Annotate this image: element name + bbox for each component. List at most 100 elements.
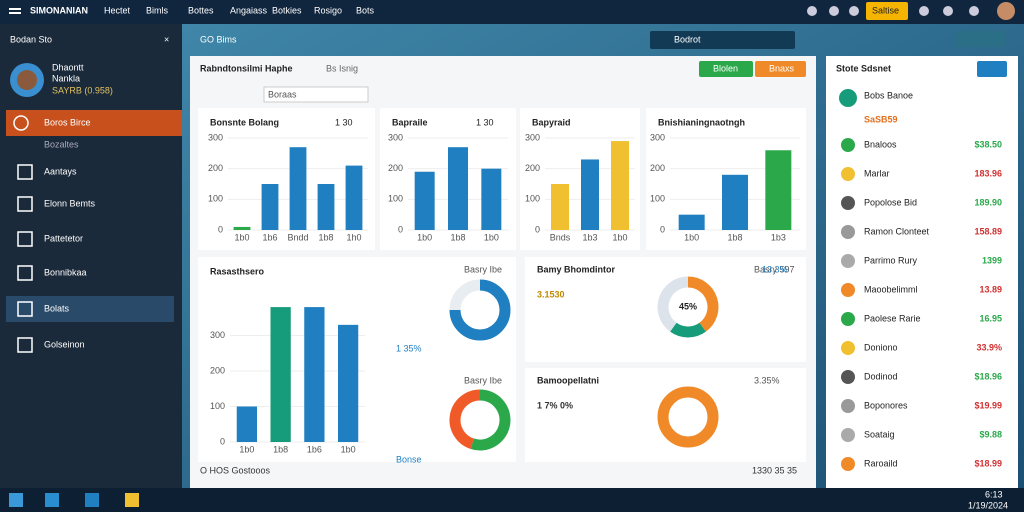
chart-title: Bonsnte Bolang: [210, 117, 279, 127]
x-tick-label: 1b8: [450, 232, 465, 242]
menu-item[interactable]: Bots: [356, 5, 375, 15]
sidebar-title: Bodan Sto: [10, 34, 52, 44]
row-name[interactable]: Marlar: [864, 168, 890, 178]
bar: [481, 168, 502, 230]
row-name[interactable]: Parrimo Rury: [864, 255, 918, 265]
row-icon: [841, 283, 855, 297]
row-name[interactable]: Soataig: [864, 429, 895, 439]
row-value: 183.96: [974, 168, 1002, 178]
row-name[interactable]: Raroaild: [864, 458, 898, 468]
avatar: [997, 2, 1015, 20]
row-name[interactable]: Paolese Rarie: [864, 313, 921, 323]
bar: [345, 165, 363, 230]
brand: SIMONANIAN: [30, 5, 88, 15]
top-icon: [849, 6, 859, 16]
row-value: $9.88: [979, 429, 1002, 439]
row-name[interactable]: Maoobelimml: [864, 284, 918, 294]
row-name[interactable]: Doniono: [864, 342, 898, 352]
row-name[interactable]: Popolose Bid: [864, 197, 917, 207]
row-value: 16.95: [979, 313, 1002, 323]
x-tick-label: 1b0: [612, 232, 627, 242]
top-button: [866, 2, 908, 20]
bar: [448, 147, 468, 230]
donut-title: Basry Ibe: [464, 375, 502, 385]
btn-label[interactable]: Bnaxs: [769, 63, 795, 73]
y-tick-label: 100: [208, 194, 223, 204]
btn-orange: [755, 61, 806, 77]
bar: [233, 226, 251, 230]
y-tick-label: 300: [650, 132, 665, 142]
x-tick-label: 1b8: [273, 444, 288, 454]
nav-icon: [17, 301, 33, 317]
y-tick-label: 300: [388, 132, 403, 142]
y-tick-label: 0: [398, 224, 403, 234]
row-icon: [841, 196, 855, 210]
x-tick-label: 1b3: [582, 232, 597, 242]
bar: [551, 184, 569, 230]
header-pill: [955, 31, 1005, 47]
active-item: [6, 110, 182, 136]
row-icon: [841, 167, 855, 181]
bar: [338, 324, 359, 442]
profile-face: [17, 70, 37, 90]
btn-label[interactable]: Blolen: [713, 63, 738, 73]
nav-item[interactable]: Bolats: [44, 303, 70, 313]
profile-id: SAYRB (0.958): [52, 85, 113, 95]
bar: [722, 174, 748, 230]
card-title: Rabndtonsilmi Haphe: [200, 63, 293, 73]
top-button-label[interactable]: Saltise: [872, 5, 899, 15]
menu-item[interactable]: Angaiass: [230, 5, 268, 15]
right-panel: [826, 56, 1018, 488]
task-icon: [45, 493, 59, 507]
row-name[interactable]: Dodinod: [864, 371, 898, 381]
y-tick-label: 100: [650, 194, 665, 204]
donut-big: 1 7% 0%: [537, 400, 573, 410]
close-icon: ×: [164, 34, 169, 44]
top-icon: [919, 6, 929, 16]
row-name[interactable]: Bnaloos: [864, 139, 897, 149]
row-value: 13.89: [979, 284, 1002, 294]
toolbar-box: [263, 86, 369, 103]
taskbar: [0, 488, 1024, 512]
menu-item[interactable]: Hectet: [104, 5, 131, 15]
chart-note: 1 30: [476, 117, 494, 127]
active-label[interactable]: Boros Birce: [44, 117, 91, 127]
row-value: 158.89: [974, 226, 1002, 236]
bar: [414, 171, 435, 230]
row-name[interactable]: Ramon Clonteet: [864, 226, 930, 236]
nav-item[interactable]: Aantays: [44, 166, 77, 176]
donut-segment: [449, 279, 481, 311]
footer: O HOS Gostooos: [200, 465, 271, 475]
donut-segment: [657, 276, 689, 332]
nav-item[interactable]: Golseinon: [44, 339, 85, 349]
nav-item[interactable]: Bonnibkaa: [44, 267, 87, 277]
chart-title: Bnishianingnaotngh: [658, 117, 745, 127]
menu-item[interactable]: Bimls: [146, 5, 168, 15]
x-tick-label: 1b0: [417, 232, 432, 242]
x-tick-label: Bndd: [287, 232, 308, 242]
y-tick-label: 200: [525, 163, 540, 173]
bar: [236, 406, 257, 442]
task-icon: [9, 493, 23, 507]
donut-legend: 13.3%: [762, 264, 788, 274]
menu-item[interactable]: Bottes: [188, 5, 214, 15]
y-tick-label: 300: [208, 132, 223, 142]
chart-title: Bapyraid: [532, 117, 571, 127]
menu-icon: [9, 8, 21, 10]
nav-item[interactable]: Elonn Bemts: [44, 198, 96, 208]
row-icon: [841, 370, 855, 384]
row-icon: [841, 399, 855, 413]
chart-title: Bapraile: [392, 117, 428, 127]
menu-icon: [9, 12, 21, 14]
nav-icon: [17, 337, 33, 353]
row-name[interactable]: Boponores: [864, 400, 908, 410]
search-text[interactable]: Bodrot: [674, 34, 701, 44]
menu-item[interactable]: Rosigo: [314, 5, 342, 15]
toolbar-text: Boraas: [268, 89, 297, 99]
nav-item[interactable]: Pattetetor: [44, 233, 83, 243]
donut-title: Basry 597: [754, 264, 795, 274]
bar: [581, 159, 599, 230]
menu-item[interactable]: Botkies: [272, 5, 302, 15]
row-icon: [841, 225, 855, 239]
